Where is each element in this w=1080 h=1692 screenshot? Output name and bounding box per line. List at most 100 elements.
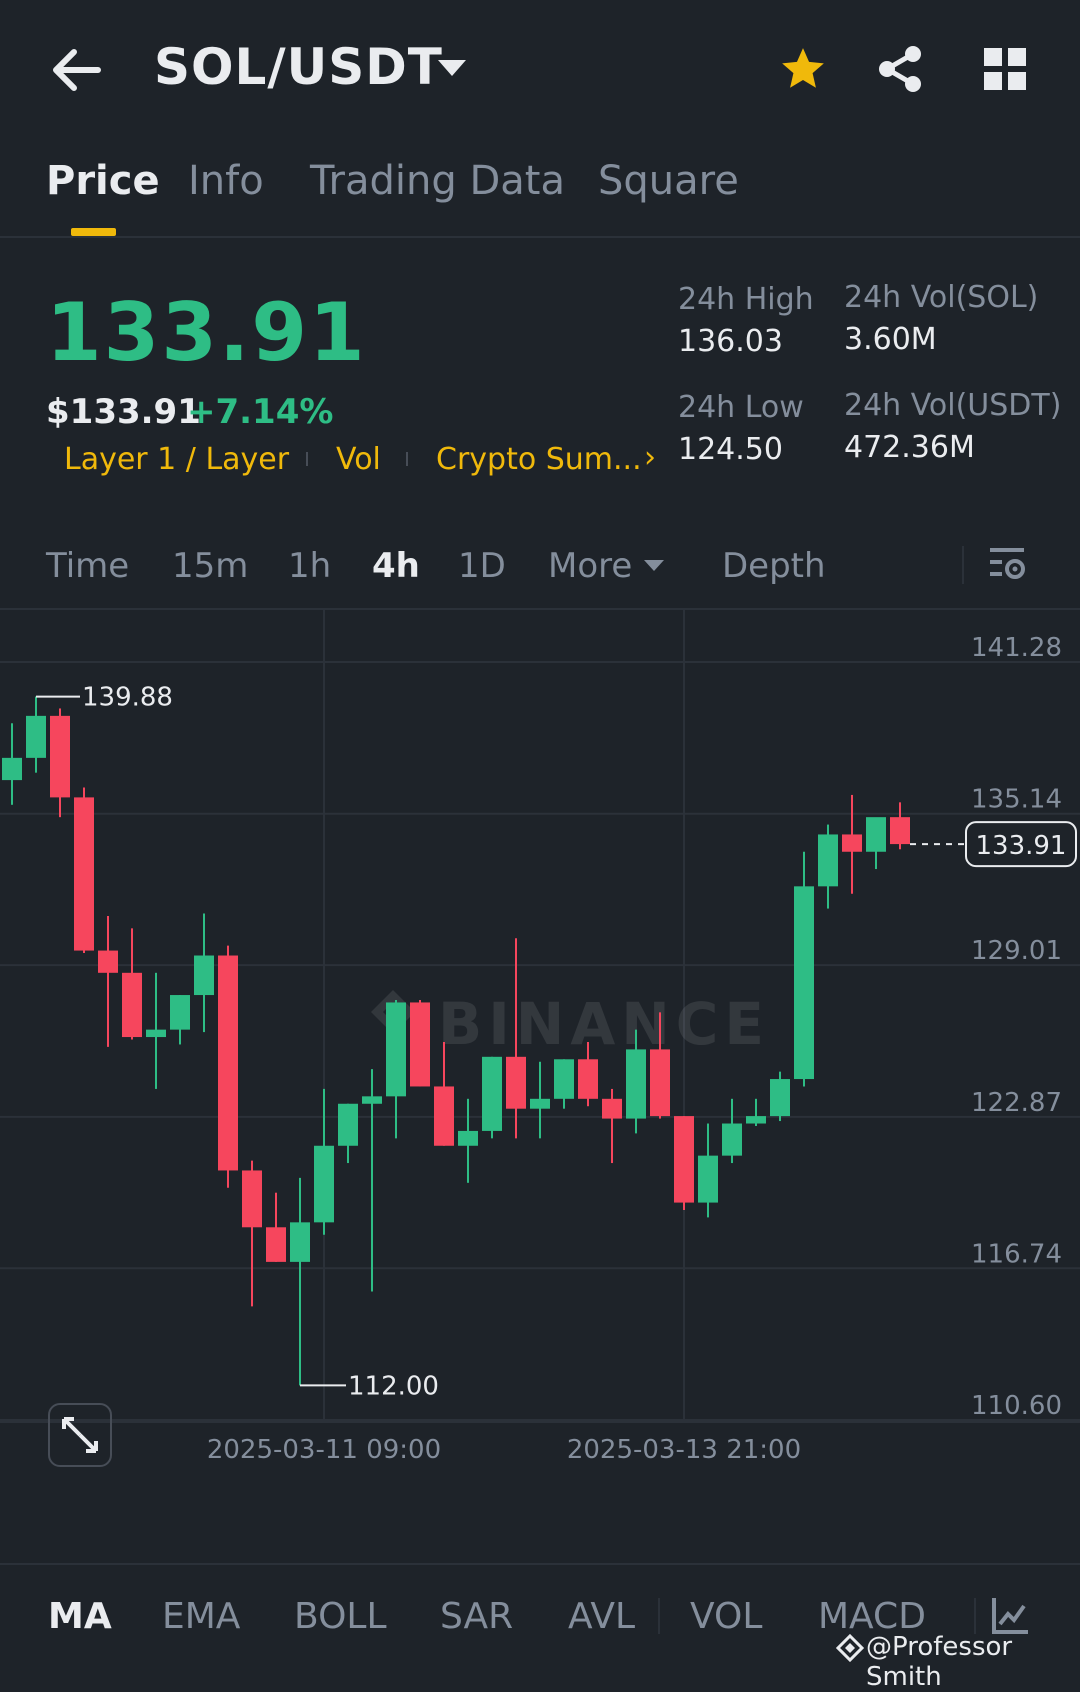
candle-body (674, 1116, 694, 1203)
candle-body (818, 834, 838, 887)
stat-24h-low-value: 124.50 (678, 432, 783, 467)
candle-body (290, 1222, 310, 1262)
indicator-sar[interactable]: SAR (440, 1596, 514, 1637)
candle-body (602, 1098, 622, 1119)
divider (974, 1598, 976, 1634)
stat-24h-vol-usdt-value: 472.36M (844, 430, 975, 465)
max-price-label: 139.88 (82, 683, 173, 713)
interval-15m[interactable]: 15m (172, 546, 249, 586)
tab-info[interactable]: Info (188, 158, 264, 204)
tab-trading-data[interactable]: Trading Data (310, 158, 565, 204)
current-price-label: 133.91 (976, 831, 1067, 861)
tag-layer[interactable]: Layer 1 / Layer (64, 442, 290, 477)
candle-body (170, 995, 190, 1030)
divider (658, 1598, 660, 1634)
expand-icon (62, 1417, 98, 1453)
indicator-avl[interactable]: AVL (568, 1596, 636, 1637)
candle-body (482, 1056, 502, 1131)
interval-1d[interactable]: 1D (458, 546, 506, 586)
divider (0, 236, 1080, 238)
watermark-text: BINANCE (438, 990, 770, 1058)
caret-down-icon[interactable] (438, 60, 466, 76)
grid-icon[interactable] (982, 46, 1028, 92)
pair-title[interactable]: SOL/USDT (154, 38, 443, 96)
min-price-label: 112.00 (348, 1371, 439, 1401)
expand-chart-button[interactable] (48, 1403, 112, 1467)
interval-time[interactable]: Time (46, 546, 130, 586)
candle-body (362, 1096, 382, 1104)
usd-price: $133.91 (46, 392, 201, 432)
divider (0, 608, 1080, 610)
chart-watermark: BINANCE (371, 990, 770, 1058)
chevron-right-icon[interactable]: › (644, 440, 656, 475)
indicator-ema[interactable]: EMA (162, 1596, 241, 1637)
tag-separator (406, 452, 408, 466)
candle-body (194, 955, 214, 996)
stat-24h-high-value: 136.03 (678, 324, 783, 359)
interval-1h[interactable]: 1h (288, 546, 332, 586)
candle-body (98, 950, 118, 973)
indicator-settings-icon[interactable] (990, 1596, 1030, 1636)
y-tick-label: 141.28 (971, 633, 1062, 663)
stat-24h-high-label: 24h High (678, 282, 814, 317)
active-tab-indicator (71, 228, 116, 236)
watermark-username: @Professor Smith (866, 1632, 1013, 1692)
candle-body (218, 955, 238, 1171)
candle-body (578, 1059, 598, 1099)
tab-price[interactable]: Price (46, 158, 160, 204)
candle-body (530, 1098, 550, 1109)
candle-body (338, 1103, 358, 1146)
share-icon[interactable] (876, 44, 924, 94)
candle-body (50, 715, 70, 798)
y-tick-label: 116.74 (971, 1239, 1062, 1269)
candle-body (722, 1123, 742, 1156)
indicator-vol[interactable]: VOL (690, 1596, 763, 1637)
current-price-badge (965, 821, 1077, 868)
candle-body (770, 1079, 790, 1117)
y-tick-label: 135.14 (971, 785, 1062, 815)
tag-separator (306, 452, 308, 466)
chart-labels: 141.28 135.14 129.01 122.87 116.74 110.60 2025… (36, 633, 1077, 1465)
candle-body (554, 1059, 574, 1099)
interval-more[interactable]: More (548, 546, 633, 586)
candle-body (650, 1049, 670, 1117)
divider (962, 546, 964, 584)
interval-depth[interactable]: Depth (722, 546, 826, 586)
tag-vol[interactable]: Vol (336, 442, 381, 477)
candle-body (506, 1056, 526, 1109)
star-icon[interactable] (778, 44, 828, 94)
divider (0, 1563, 1080, 1565)
candle-body (842, 834, 862, 852)
price-change-percent: +7.14% (187, 392, 334, 432)
candle-body (386, 1002, 406, 1097)
candle-body (626, 1049, 646, 1119)
stat-24h-low-label: 24h Low (678, 390, 804, 425)
back-arrow-icon[interactable] (48, 42, 104, 98)
candle-body (74, 797, 94, 951)
candle-body (314, 1145, 334, 1223)
last-price: 133.91 (46, 286, 367, 379)
interval-4h[interactable]: 4h (372, 546, 420, 586)
candle-body (26, 715, 46, 758)
candle-body (794, 886, 814, 1080)
indicator-boll[interactable]: BOLL (294, 1596, 387, 1637)
chart-settings-icon[interactable] (988, 544, 1028, 584)
indicator-macd[interactable]: MACD (818, 1596, 926, 1637)
candle-body (434, 1086, 454, 1146)
binance-square-logo-icon (835, 1633, 865, 1663)
candle-body (746, 1116, 766, 1124)
candlestick-chart[interactable]: BINANCE 141.28 135.14 129.01 122.87 116.74 11… (0, 610, 1080, 1520)
y-tick-label: 122.87 (971, 1088, 1062, 1118)
tab-square[interactable]: Square (598, 158, 739, 204)
caret-down-icon[interactable] (644, 560, 664, 571)
stat-24h-vol-sol-label: 24h Vol(SOL) (844, 280, 1039, 315)
x-tick-label: 2025-03-11 09:00 (207, 1435, 441, 1465)
candle-body (242, 1170, 262, 1228)
stat-24h-vol-sol-value: 3.60M (844, 322, 937, 357)
tag-crypto-sum[interactable]: Crypto Sum... (436, 442, 642, 477)
stat-24h-vol-usdt-label: 24h Vol(USDT) (844, 388, 1062, 423)
candles (2, 696, 910, 1386)
indicator-ma[interactable]: MA (48, 1596, 112, 1637)
candle-body (410, 1002, 430, 1087)
y-tick-label: 129.01 (971, 936, 1062, 966)
